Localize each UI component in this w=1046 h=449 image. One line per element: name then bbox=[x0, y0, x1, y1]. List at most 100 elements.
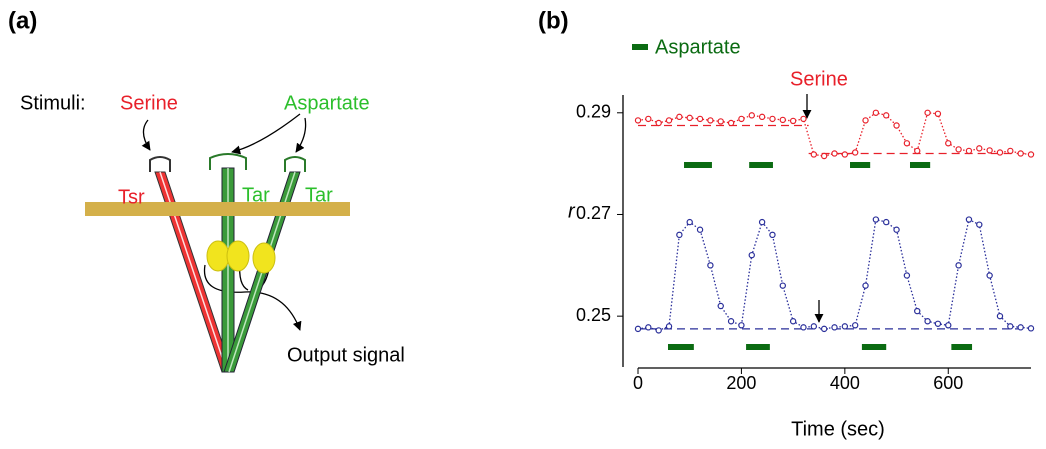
data-point bbox=[986, 272, 993, 279]
x-tick-label: 600 bbox=[933, 373, 963, 393]
data-point bbox=[955, 146, 962, 153]
data-point bbox=[903, 140, 911, 147]
data-point bbox=[841, 323, 849, 330]
x-tick-label: 0 bbox=[633, 373, 643, 393]
x-axis-label: Time (sec) bbox=[791, 418, 885, 440]
receptor-label: Tsr bbox=[118, 186, 145, 208]
data-point bbox=[820, 325, 828, 333]
membrane bbox=[85, 202, 350, 216]
data-point bbox=[851, 149, 859, 156]
data-point bbox=[789, 117, 797, 125]
data-point bbox=[665, 323, 673, 330]
legend-swatch bbox=[632, 44, 648, 50]
stimulus-bar bbox=[667, 344, 694, 350]
y-tick-label: 0.25 bbox=[576, 305, 611, 325]
data-point bbox=[634, 325, 642, 333]
stimulus-bar bbox=[909, 162, 931, 168]
data-point bbox=[779, 282, 786, 289]
data-point bbox=[748, 251, 755, 259]
series-line bbox=[637, 218, 1032, 332]
data-point bbox=[655, 119, 662, 127]
data-point bbox=[769, 231, 776, 239]
data-point bbox=[872, 109, 880, 116]
data-point bbox=[810, 151, 818, 158]
data-point bbox=[831, 324, 838, 331]
data-point bbox=[707, 117, 714, 124]
data-point bbox=[851, 322, 859, 329]
data-point bbox=[934, 110, 942, 118]
data-point bbox=[717, 118, 724, 125]
data-point bbox=[914, 307, 921, 315]
data-point bbox=[686, 114, 693, 122]
data-point bbox=[676, 231, 683, 239]
data-point bbox=[955, 262, 962, 269]
data-point bbox=[996, 312, 1004, 320]
data-point bbox=[883, 112, 890, 119]
receptor-label: Tar bbox=[305, 184, 333, 206]
data-point bbox=[924, 109, 931, 116]
data-point bbox=[1017, 324, 1024, 331]
data-point bbox=[996, 149, 1004, 156]
stimulus-bar bbox=[951, 344, 973, 350]
panel-label: (a) bbox=[8, 7, 37, 34]
x-tick-label: 200 bbox=[726, 373, 756, 393]
data-point bbox=[686, 218, 693, 226]
data-point bbox=[758, 218, 766, 226]
serine-label: Serine bbox=[120, 92, 178, 114]
data-point bbox=[934, 320, 942, 327]
data-point bbox=[976, 221, 983, 228]
data-point bbox=[1017, 150, 1024, 157]
data-point bbox=[696, 226, 704, 233]
data-point bbox=[1027, 325, 1035, 332]
data-point bbox=[655, 327, 662, 334]
stimulus-bar bbox=[746, 344, 770, 350]
data-point bbox=[645, 115, 652, 123]
data-point bbox=[665, 117, 673, 124]
data-point bbox=[634, 117, 642, 124]
data-point bbox=[945, 322, 952, 329]
data-point bbox=[738, 322, 745, 329]
data-point bbox=[748, 112, 755, 119]
data-point bbox=[1007, 323, 1014, 330]
data-point bbox=[727, 318, 735, 325]
data-point bbox=[727, 119, 735, 127]
output-label: Output signal bbox=[287, 344, 405, 366]
data-point bbox=[1007, 147, 1014, 155]
data-point bbox=[924, 318, 931, 325]
data-point bbox=[769, 115, 776, 123]
kinases bbox=[206, 240, 276, 274]
data-point bbox=[903, 272, 911, 279]
data-point bbox=[976, 145, 983, 152]
y-tick-label: 0.27 bbox=[576, 203, 611, 223]
data-point bbox=[800, 115, 807, 123]
data-point bbox=[789, 318, 797, 325]
data-point bbox=[883, 218, 890, 226]
data-point bbox=[707, 262, 714, 269]
data-point bbox=[676, 113, 683, 121]
data-point bbox=[965, 147, 973, 155]
data-point bbox=[1027, 151, 1035, 158]
receptor-label: Tar bbox=[242, 184, 270, 206]
data-point bbox=[965, 216, 973, 223]
data-point bbox=[862, 117, 869, 124]
data-point bbox=[986, 147, 993, 154]
data-point bbox=[717, 302, 724, 310]
y-axis-label: r bbox=[568, 200, 576, 222]
data-point bbox=[810, 323, 818, 330]
data-point bbox=[758, 113, 766, 121]
annotation: Serine bbox=[790, 68, 848, 90]
data-point bbox=[820, 152, 828, 160]
data-point bbox=[645, 324, 652, 331]
data-point bbox=[872, 216, 880, 223]
x-tick-label: 400 bbox=[830, 373, 860, 393]
legend-label: Aspartate bbox=[655, 36, 741, 58]
data-point bbox=[831, 150, 838, 157]
data-point bbox=[738, 115, 745, 123]
data-point bbox=[779, 116, 786, 124]
data-point bbox=[841, 151, 849, 158]
data-point bbox=[893, 122, 900, 129]
data-point bbox=[800, 324, 807, 331]
stimulus-bar bbox=[684, 162, 712, 168]
stimulus-bar bbox=[861, 344, 887, 350]
